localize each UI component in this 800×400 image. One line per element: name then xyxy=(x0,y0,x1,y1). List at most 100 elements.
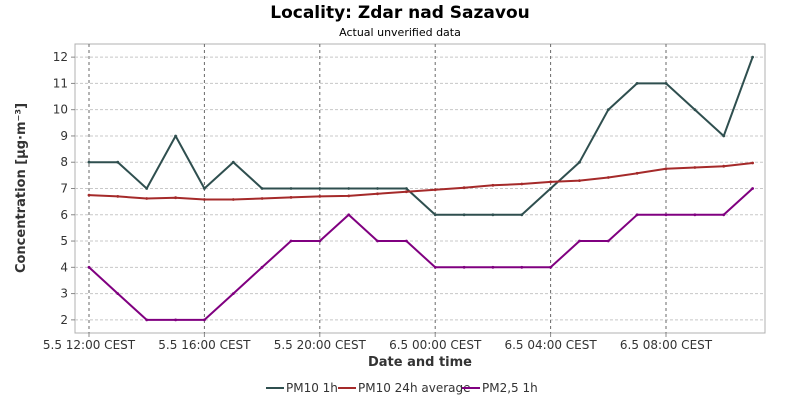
data-point xyxy=(491,213,495,217)
data-point xyxy=(145,187,149,190)
data-point xyxy=(751,55,754,59)
y-tick-label: 10 xyxy=(53,103,68,117)
data-point xyxy=(116,292,120,295)
data-point xyxy=(635,171,639,175)
data-point xyxy=(260,187,264,190)
y-tick-label: 4 xyxy=(60,260,68,274)
data-point xyxy=(145,318,149,322)
data-point xyxy=(462,265,466,269)
y-tick-label: 7 xyxy=(60,182,68,196)
data-point xyxy=(462,186,466,190)
data-point xyxy=(231,292,235,295)
data-point xyxy=(231,198,235,201)
data-point xyxy=(145,197,149,200)
data-point xyxy=(520,265,524,269)
data-point xyxy=(751,161,754,165)
chart-title: Locality: Zdar nad Sazavou xyxy=(270,3,530,23)
data-point xyxy=(203,198,206,201)
data-point xyxy=(116,195,120,198)
legend-label: PM10 24h average xyxy=(358,381,471,395)
x-tick-label: 6.5 08:00 CEST xyxy=(620,338,713,352)
data-point xyxy=(578,160,581,164)
data-point xyxy=(606,176,610,179)
data-point xyxy=(635,82,639,85)
data-point xyxy=(578,239,581,243)
data-point xyxy=(174,318,178,322)
data-point xyxy=(347,213,351,217)
data-point xyxy=(491,265,495,269)
x-tick-label: 6.5 00:00 CEST xyxy=(389,338,482,352)
data-point xyxy=(318,187,322,190)
grid xyxy=(75,44,765,333)
data-point xyxy=(606,108,610,112)
data-point xyxy=(405,190,408,194)
legend: PM10 1h PM10 24h average PM2,5 1h xyxy=(266,381,538,395)
data-point xyxy=(549,265,552,269)
data-point xyxy=(722,213,726,217)
data-point xyxy=(347,194,351,198)
data-point xyxy=(174,134,178,138)
x-ticks: 5.5 12:00 CEST 5.5 16:00 CEST 5.5 20:00 CE… xyxy=(43,333,713,352)
data-point xyxy=(318,195,322,198)
data-point xyxy=(433,188,437,192)
data-point xyxy=(174,196,178,200)
y-tick-label: 3 xyxy=(60,287,68,301)
y-tick-label: 11 xyxy=(53,76,68,90)
y-tick-label: 12 xyxy=(53,50,68,64)
data-point xyxy=(116,160,120,164)
series-line-1 xyxy=(88,162,753,201)
data-point xyxy=(87,265,91,269)
data-point xyxy=(433,213,437,217)
data-point xyxy=(376,192,379,196)
series-line-2 xyxy=(88,187,754,321)
data-point xyxy=(376,187,379,190)
data-point xyxy=(318,239,322,243)
data-point xyxy=(231,160,235,164)
y-tick-label: 5 xyxy=(60,234,68,248)
x-tick-label: 5.5 20:00 CEST xyxy=(274,338,367,352)
data-point xyxy=(520,182,524,186)
data-point xyxy=(751,187,754,190)
data-point xyxy=(664,167,668,171)
y-ticks: 2 3 4 5 6 7 8 9 10 11 12 xyxy=(53,50,75,327)
data-point xyxy=(405,239,408,243)
data-point xyxy=(578,179,581,183)
data-point xyxy=(635,213,639,217)
data-point xyxy=(260,265,264,269)
x-tick-label: 5.5 12:00 CEST xyxy=(43,338,136,352)
y-tick-label: 8 xyxy=(60,155,68,169)
data-point xyxy=(722,134,726,138)
x-tick-label: 6.5 04:00 CEST xyxy=(504,338,597,352)
data-point xyxy=(549,180,552,184)
data-point xyxy=(664,82,668,85)
data-point xyxy=(376,239,379,243)
legend-label: PM2,5 1h xyxy=(482,381,538,395)
data-point xyxy=(203,318,206,322)
y-tick-label: 6 xyxy=(60,208,68,222)
data-point xyxy=(462,213,466,217)
data-point xyxy=(549,187,552,190)
data-point xyxy=(203,187,206,190)
data-point xyxy=(693,166,697,169)
data-point xyxy=(87,160,91,164)
series xyxy=(87,55,754,322)
data-point xyxy=(347,187,351,190)
data-point xyxy=(693,108,697,112)
data-point xyxy=(664,213,668,217)
data-point xyxy=(606,239,610,243)
data-point xyxy=(289,239,293,243)
data-point xyxy=(491,183,495,187)
data-point xyxy=(289,187,293,190)
x-tick-label: 5.5 16:00 CEST xyxy=(158,338,251,352)
data-point xyxy=(433,265,437,269)
series-line-0 xyxy=(89,56,754,216)
data-point xyxy=(289,196,293,199)
y-axis-label: Concentration [µg·m⁻³] xyxy=(14,103,29,273)
y-tick-label: 2 xyxy=(60,313,68,327)
chart-subtitle: Actual unverified data xyxy=(339,26,461,39)
x-axis-label: Date and time xyxy=(368,355,472,370)
data-point xyxy=(260,197,264,200)
legend-label: PM10 1h xyxy=(286,381,338,395)
data-point xyxy=(722,164,726,168)
